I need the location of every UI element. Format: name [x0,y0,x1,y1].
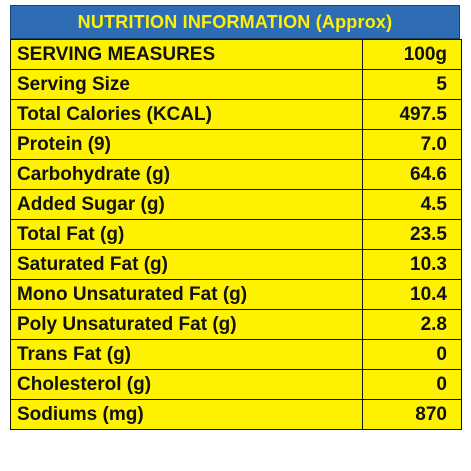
nutrient-value: 2.8 [362,309,462,340]
nutrient-name: SERVING MEASURES [10,39,363,70]
nutrient-name: Trans Fat (g) [10,339,363,370]
table-row: Carbohydrate (g) 64.6 [10,159,462,190]
nutrient-name: Total Fat (g) [10,219,363,250]
nutrient-name: Cholesterol (g) [10,369,363,400]
nutrition-panel: NUTRITION INFORMATION (Approx) SERVING M… [10,5,462,430]
nutrient-value: 870 [362,399,462,430]
nutrient-value: 5 [362,69,462,100]
nutrient-value: 4.5 [362,189,462,220]
nutrient-name: Carbohydrate (g) [10,159,363,190]
table-row: SERVING MEASURES 100g [10,39,462,70]
nutrition-table: SERVING MEASURES 100g Serving Size 5 Total C… [10,39,462,430]
table-row: Added Sugar (g) 4.5 [10,189,462,220]
nutrient-value: 0 [362,339,462,370]
nutrient-value: 0 [362,369,462,400]
table-row: Cholesterol (g) 0 [10,369,462,400]
nutrient-name: Protein (9) [10,129,363,160]
nutrient-name: Added Sugar (g) [10,189,363,220]
table-row: Saturated Fat (g) 10.3 [10,249,462,280]
table-row: Trans Fat (g) 0 [10,339,462,370]
nutrient-name: Mono Unsaturated Fat (g) [10,279,363,310]
nutrient-name: Total Calories (KCAL) [10,99,363,130]
table-row: Sodiums (mg) 870 [10,399,462,430]
table-row: Protein (9) 7.0 [10,129,462,160]
nutrient-value: 64.6 [362,159,462,190]
table-row: Total Fat (g) 23.5 [10,219,462,250]
nutrient-value: 10.4 [362,279,462,310]
table-row: Mono Unsaturated Fat (g) 10.4 [10,279,462,310]
nutrient-value: 497.5 [362,99,462,130]
nutrient-value: 100g [362,39,462,70]
nutrient-value: 23.5 [362,219,462,250]
nutrient-name: Serving Size [10,69,363,100]
table-title: NUTRITION INFORMATION (Approx) [10,5,460,39]
table-row: Serving Size 5 [10,69,462,100]
nutrient-name: Sodiums (mg) [10,399,363,430]
nutrient-name: Poly Unsaturated Fat (g) [10,309,363,340]
nutrient-value: 10.3 [362,249,462,280]
table-row: Poly Unsaturated Fat (g) 2.8 [10,309,462,340]
nutrient-value: 7.0 [362,129,462,160]
table-row: Total Calories (KCAL) 497.5 [10,99,462,130]
nutrient-name: Saturated Fat (g) [10,249,363,280]
